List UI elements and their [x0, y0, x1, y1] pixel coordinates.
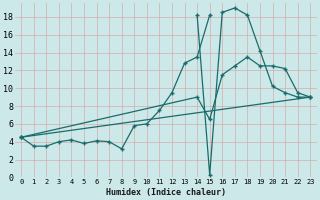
X-axis label: Humidex (Indice chaleur): Humidex (Indice chaleur): [106, 188, 226, 197]
